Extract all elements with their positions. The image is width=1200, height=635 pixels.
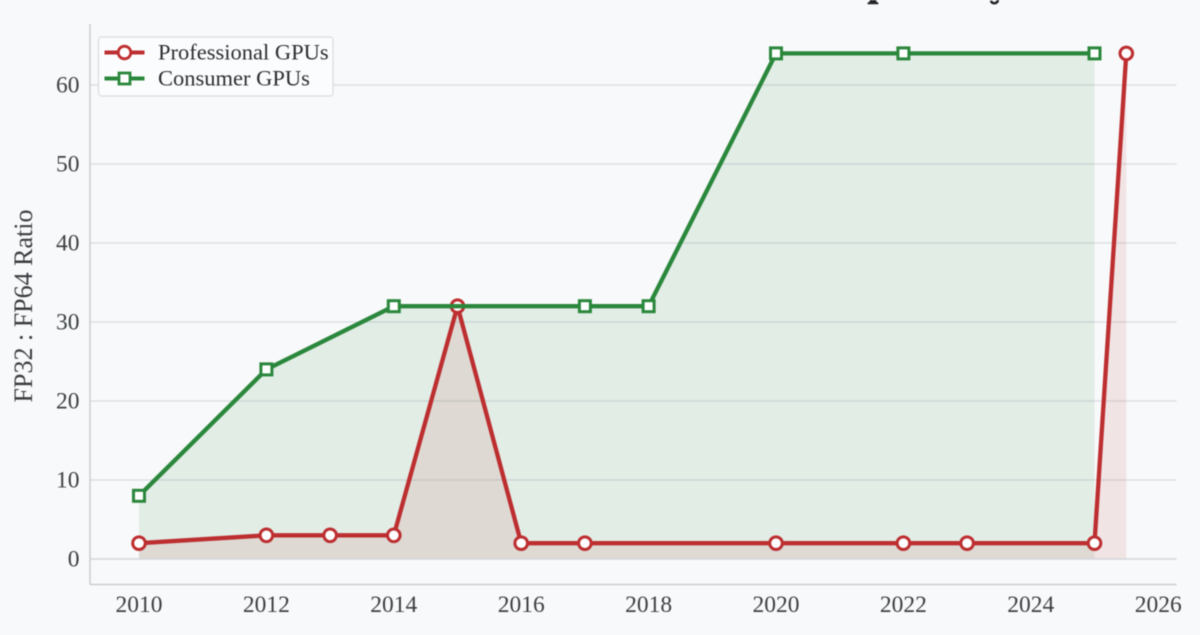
svg-text:60: 60 (56, 73, 80, 99)
svg-text:0: 0 (68, 547, 80, 573)
svg-text:2024: 2024 (1007, 592, 1054, 618)
svg-text:50: 50 (56, 152, 80, 178)
svg-text:40: 40 (56, 231, 80, 257)
svg-text:2014: 2014 (370, 592, 417, 618)
svg-text:2012: 2012 (243, 592, 290, 618)
svg-text:2020: 2020 (753, 592, 800, 618)
svg-text:20: 20 (56, 389, 80, 415)
svg-text:30: 30 (56, 310, 80, 336)
svg-text:2022: 2022 (880, 592, 927, 618)
svg-text:Professional GPUs: Professional GPUs (158, 40, 329, 65)
svg-text:2026: 2026 (1135, 592, 1182, 618)
svg-text:2016: 2016 (498, 592, 545, 618)
svg-text:2010: 2010 (116, 592, 163, 618)
svg-text:Consumer GPUs: Consumer GPUs (158, 66, 310, 91)
svg-text:FP32 : FP64 Ratio: FP32 : FP64 Ratio (9, 210, 38, 403)
svg-text:10: 10 (56, 468, 80, 494)
svg-text:2018: 2018 (625, 592, 672, 618)
